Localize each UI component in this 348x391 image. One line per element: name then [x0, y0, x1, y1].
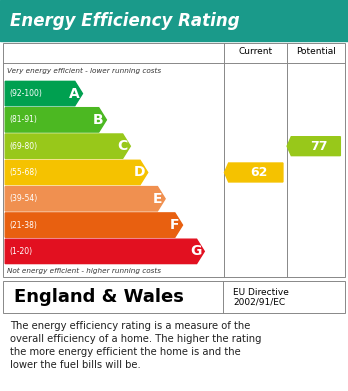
- Text: 62: 62: [251, 166, 268, 179]
- Polygon shape: [5, 81, 82, 106]
- Text: (39-54): (39-54): [9, 194, 38, 203]
- Text: B: B: [93, 113, 104, 127]
- Text: The energy efficiency rating is a measure of the
overall efficiency of a home. T: The energy efficiency rating is a measur…: [10, 321, 262, 370]
- Text: 77: 77: [310, 140, 328, 152]
- Polygon shape: [5, 108, 106, 132]
- Text: (81-91): (81-91): [9, 115, 37, 124]
- Text: D: D: [133, 165, 145, 179]
- Text: England & Wales: England & Wales: [14, 288, 184, 306]
- Text: EU Directive: EU Directive: [233, 289, 289, 298]
- Text: C: C: [117, 139, 128, 153]
- Text: E: E: [153, 192, 162, 206]
- Text: G: G: [190, 244, 201, 258]
- Polygon shape: [224, 163, 283, 182]
- Polygon shape: [5, 187, 165, 211]
- Text: Potential: Potential: [296, 47, 336, 56]
- Text: (55-68): (55-68): [9, 168, 38, 177]
- Text: 2002/91/EC: 2002/91/EC: [233, 298, 285, 307]
- Text: (21-38): (21-38): [9, 221, 37, 230]
- Text: (69-80): (69-80): [9, 142, 38, 151]
- Polygon shape: [5, 160, 148, 185]
- Text: F: F: [170, 218, 180, 232]
- Text: Very energy efficient - lower running costs: Very energy efficient - lower running co…: [7, 68, 161, 74]
- Polygon shape: [5, 213, 183, 237]
- Polygon shape: [5, 239, 204, 264]
- Polygon shape: [287, 137, 340, 156]
- Text: Not energy efficient - higher running costs: Not energy efficient - higher running co…: [7, 268, 161, 274]
- Polygon shape: [5, 134, 130, 158]
- Text: A: A: [69, 86, 80, 100]
- Text: Current: Current: [239, 47, 273, 56]
- Text: (1-20): (1-20): [9, 247, 32, 256]
- Text: Energy Efficiency Rating: Energy Efficiency Rating: [10, 11, 240, 30]
- Text: (92-100): (92-100): [9, 89, 42, 98]
